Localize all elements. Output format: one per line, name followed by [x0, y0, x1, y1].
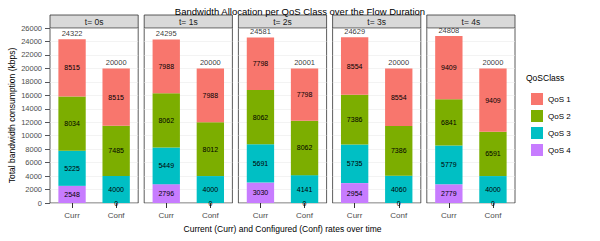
- svg-text:5691: 5691: [253, 160, 269, 167]
- svg-text:Curr: Curr: [158, 211, 174, 220]
- svg-text:QoS 2: QoS 2: [548, 112, 571, 121]
- svg-text:9409: 9409: [441, 64, 457, 71]
- svg-text:0: 0: [208, 200, 212, 207]
- svg-text:20000: 20000: [200, 58, 221, 67]
- svg-text:10000: 10000: [21, 131, 42, 140]
- svg-text:0: 0: [303, 200, 307, 207]
- svg-text:QoS 3: QoS 3: [548, 129, 571, 138]
- svg-text:24581: 24581: [250, 27, 271, 36]
- svg-text:24322: 24322: [62, 29, 83, 38]
- svg-text:4060: 4060: [391, 186, 407, 193]
- svg-text:4000: 4000: [485, 186, 501, 193]
- svg-text:Curr: Curr: [64, 211, 80, 220]
- svg-text:9409: 9409: [485, 97, 501, 104]
- svg-text:8062: 8062: [158, 117, 174, 124]
- svg-text:7386: 7386: [347, 116, 363, 123]
- svg-text:2548: 2548: [64, 191, 80, 198]
- svg-text:4141: 4141: [297, 186, 313, 193]
- svg-text:8034: 8034: [64, 120, 80, 127]
- svg-text:7798: 7798: [253, 60, 269, 67]
- svg-text:Current (Curr) and Configured: Current (Curr) and Configured (Conf) rat…: [184, 224, 382, 234]
- svg-text:4000: 4000: [25, 172, 42, 181]
- svg-text:2954: 2954: [347, 190, 363, 197]
- svg-text:6591: 6591: [485, 150, 501, 157]
- svg-text:24295: 24295: [156, 29, 177, 38]
- svg-text:Curr: Curr: [347, 211, 363, 220]
- svg-text:24000: 24000: [21, 37, 42, 46]
- svg-text:5225: 5225: [64, 165, 80, 172]
- svg-text:8062: 8062: [297, 144, 313, 151]
- svg-text:20000: 20000: [483, 58, 504, 67]
- svg-text:t= 1s: t= 1s: [179, 17, 198, 27]
- svg-text:2796: 2796: [158, 190, 174, 197]
- svg-text:2000: 2000: [25, 185, 42, 194]
- svg-text:8515: 8515: [108, 94, 124, 101]
- svg-text:22000: 22000: [21, 50, 42, 59]
- svg-text:24808: 24808: [438, 26, 459, 35]
- svg-text:20000: 20000: [388, 58, 409, 67]
- svg-text:Conf: Conf: [296, 211, 314, 220]
- svg-text:0: 0: [114, 200, 118, 207]
- svg-text:Conf: Conf: [390, 211, 408, 220]
- svg-text:Conf: Conf: [484, 211, 502, 220]
- svg-text:12000: 12000: [21, 118, 42, 127]
- svg-text:t= 4s: t= 4s: [462, 17, 481, 27]
- svg-text:Curr: Curr: [253, 211, 269, 220]
- svg-text:Total bandwidth consumption (k: Total bandwidth consumption (kbps): [7, 48, 17, 184]
- svg-text:8062: 8062: [253, 114, 269, 121]
- svg-text:5735: 5735: [347, 160, 363, 167]
- svg-text:Conf: Conf: [202, 211, 220, 220]
- svg-text:24629: 24629: [344, 27, 365, 36]
- svg-text:0: 0: [38, 199, 42, 208]
- svg-text:16000: 16000: [21, 91, 42, 100]
- svg-text:5779: 5779: [441, 161, 457, 168]
- svg-text:14000: 14000: [21, 104, 42, 113]
- svg-text:7798: 7798: [297, 91, 313, 98]
- svg-text:6000: 6000: [25, 158, 42, 167]
- svg-text:t= 3s: t= 3s: [367, 17, 386, 27]
- svg-text:t= 0s: t= 0s: [85, 17, 104, 27]
- svg-text:18000: 18000: [21, 77, 42, 86]
- svg-text:5449: 5449: [158, 162, 174, 169]
- svg-text:7485: 7485: [108, 147, 124, 154]
- svg-text:6841: 6841: [441, 119, 457, 126]
- svg-text:7988: 7988: [203, 92, 219, 99]
- svg-text:Bandwidth Allocation per QoS C: Bandwidth Allocation per QoS Class over …: [175, 6, 425, 17]
- svg-text:26000: 26000: [21, 24, 42, 33]
- svg-text:20000: 20000: [21, 64, 42, 73]
- svg-text:8515: 8515: [64, 64, 80, 71]
- svg-text:Conf: Conf: [108, 211, 126, 220]
- svg-text:0: 0: [397, 200, 401, 207]
- svg-text:8554: 8554: [391, 94, 407, 101]
- svg-text:20000: 20000: [106, 58, 127, 67]
- svg-text:QoS 1: QoS 1: [548, 95, 571, 104]
- svg-text:4000: 4000: [108, 186, 124, 193]
- svg-text:QoSClass: QoSClass: [526, 73, 564, 83]
- svg-text:20001: 20001: [294, 58, 315, 67]
- svg-text:QoS 4: QoS 4: [548, 146, 571, 155]
- svg-text:2779: 2779: [441, 190, 457, 197]
- svg-text:8554: 8554: [347, 63, 363, 70]
- svg-text:t= 2s: t= 2s: [273, 17, 292, 27]
- svg-text:3030: 3030: [253, 189, 269, 196]
- svg-text:8000: 8000: [25, 145, 42, 154]
- svg-text:7988: 7988: [158, 63, 174, 70]
- svg-text:4000: 4000: [203, 186, 219, 193]
- svg-text:0: 0: [491, 200, 495, 207]
- svg-text:8012: 8012: [203, 146, 219, 153]
- svg-text:7386: 7386: [391, 147, 407, 154]
- svg-text:Curr: Curr: [441, 211, 457, 220]
